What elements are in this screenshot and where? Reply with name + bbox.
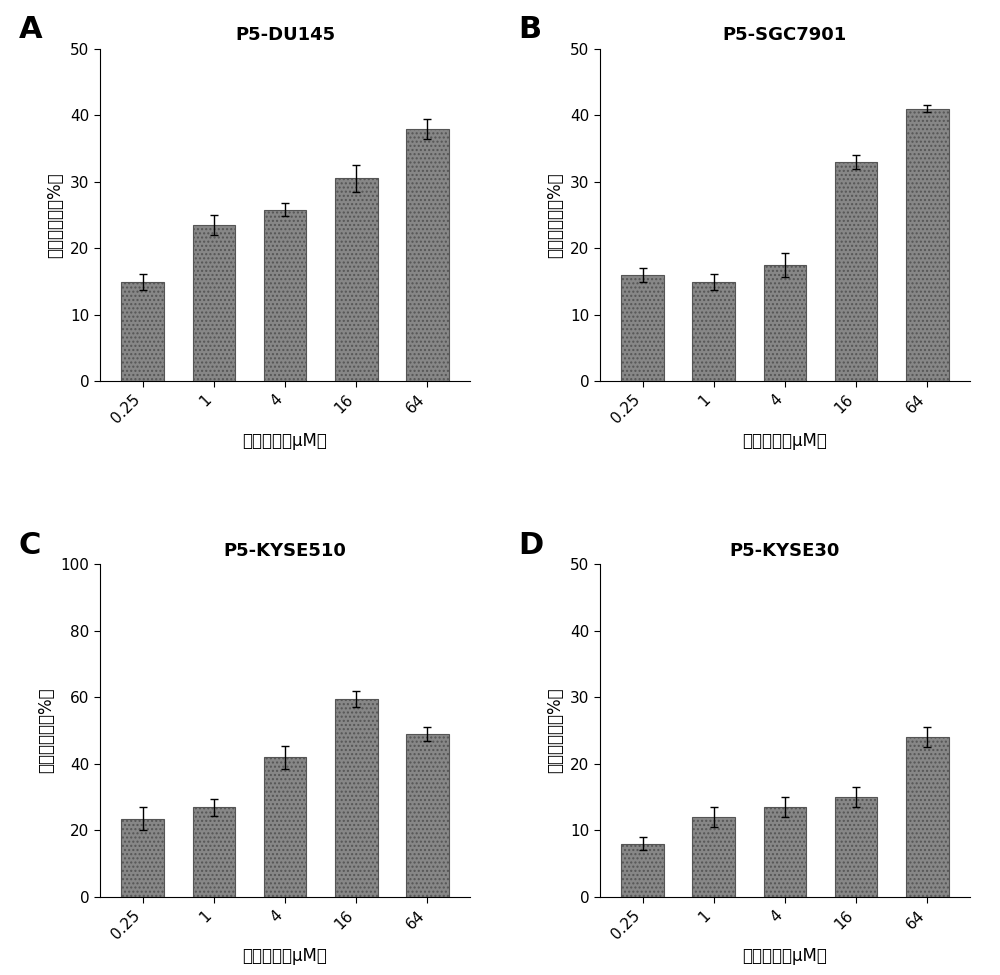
Bar [335, 178, 378, 381]
Bar [193, 807, 235, 897]
Bar [835, 798, 877, 897]
Bar [621, 275, 664, 381]
Bar [193, 225, 235, 381]
Title: P5-KYSE510: P5-KYSE510 [224, 542, 347, 560]
Bar [264, 758, 306, 897]
Y-axis label: 相对抑制率（%）: 相对抑制率（%） [37, 688, 55, 773]
Y-axis label: 相对抑制率（%）: 相对抑制率（%） [47, 173, 65, 257]
Bar [835, 162, 877, 381]
Bar [121, 282, 164, 381]
Text: B: B [518, 16, 541, 45]
Bar [406, 734, 449, 897]
X-axis label: 能的浓度（μM）: 能的浓度（μM） [243, 432, 328, 449]
Text: C: C [19, 531, 41, 560]
Title: P5-SGC7901: P5-SGC7901 [723, 26, 847, 45]
Text: A: A [19, 16, 42, 45]
X-axis label: 能的浓度（μM）: 能的浓度（μM） [742, 432, 827, 449]
X-axis label: 能的浓度（μM）: 能的浓度（μM） [742, 948, 827, 965]
X-axis label: 能的浓度（μM）: 能的浓度（μM） [243, 948, 328, 965]
Y-axis label: 相对抑制率（%）: 相对抑制率（%） [546, 688, 564, 773]
Bar [764, 807, 806, 897]
Bar [264, 210, 306, 381]
Bar [406, 129, 449, 381]
Bar [692, 282, 735, 381]
Bar [906, 108, 949, 381]
Bar [335, 699, 378, 897]
Text: D: D [518, 531, 544, 560]
Y-axis label: 相对抑制率（%）: 相对抑制率（%） [546, 173, 564, 257]
Bar [692, 817, 735, 897]
Bar [906, 737, 949, 897]
Bar [621, 843, 664, 897]
Title: P5-KYSE30: P5-KYSE30 [730, 542, 840, 560]
Bar [121, 819, 164, 897]
Bar [764, 265, 806, 381]
Title: P5-DU145: P5-DU145 [235, 26, 335, 45]
